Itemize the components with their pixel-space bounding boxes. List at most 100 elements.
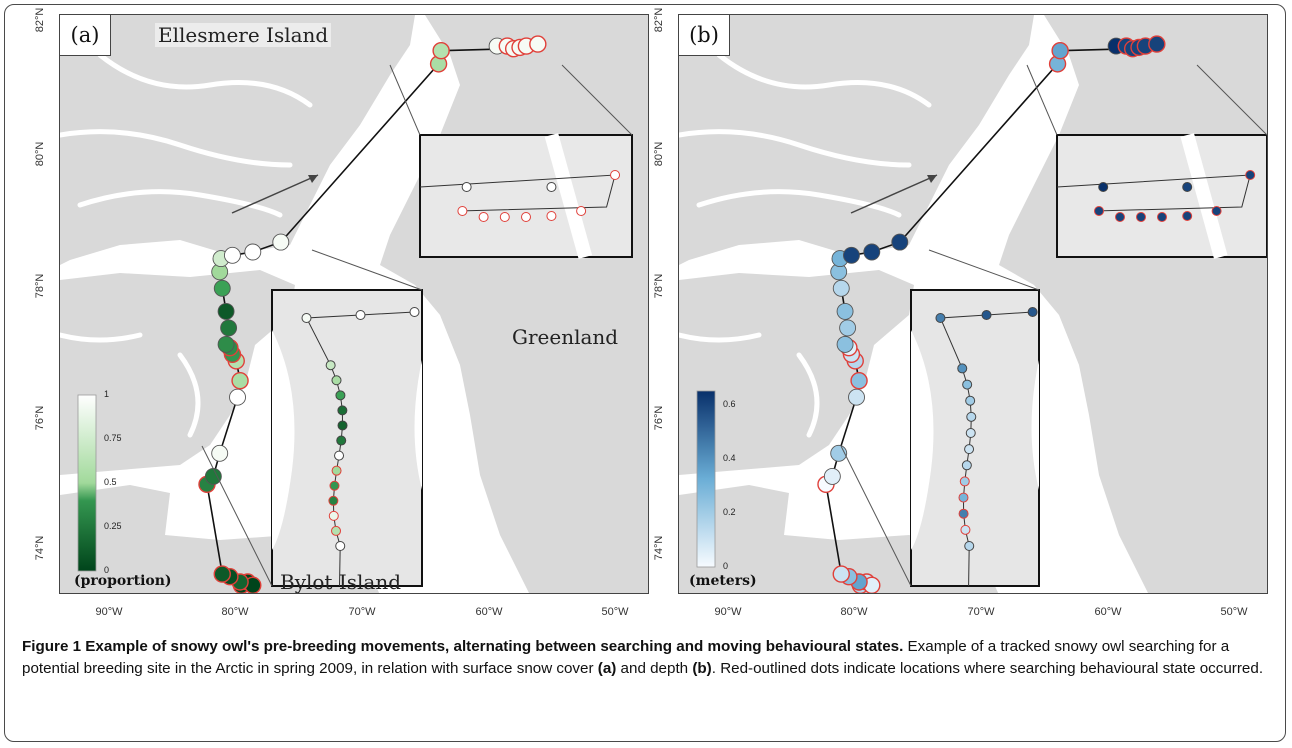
inset-water-channel <box>1180 133 1228 259</box>
searching-location-point <box>1051 42 1069 60</box>
searching-location-point <box>213 565 231 583</box>
inset-location-point <box>935 313 946 323</box>
inset-location-point <box>461 182 472 192</box>
moving-location-point <box>823 467 841 485</box>
searching-location-point <box>529 35 547 53</box>
inset-location-point <box>1211 206 1222 216</box>
inset-track-line <box>1056 174 1251 212</box>
inset-location-point <box>981 310 992 320</box>
inset-location-point <box>1182 211 1193 221</box>
ellesmere-island-landmass <box>679 15 1034 265</box>
moving-location-point <box>832 279 850 297</box>
inset-location-point <box>1182 182 1193 192</box>
inset-location-point <box>329 480 340 491</box>
legend-color-bar <box>696 390 716 568</box>
legend-tick-label: 0.75 <box>104 433 122 443</box>
latitude-tick-label: 78°N <box>34 273 46 299</box>
legend-tick-label: 0.4 <box>723 452 736 463</box>
inset-location-point <box>409 307 420 317</box>
latitude-tick-label: 80°N <box>34 141 46 167</box>
inset-location-point <box>966 411 977 422</box>
latitude-axis-left: 82°N 80°N 78°N 76°N 74°N <box>30 8 54 594</box>
latitude-tick-label: 82°N <box>653 7 665 33</box>
inset-leader-line <box>928 249 1040 291</box>
inset-water-area <box>414 360 422 490</box>
zoom-inset-north-frame <box>419 134 633 258</box>
water-channel <box>679 129 912 168</box>
inset-location-point <box>1157 212 1167 222</box>
water-channel <box>679 332 762 343</box>
latitude-tick-label: 76°N <box>653 405 665 431</box>
inset-location-point <box>331 465 342 476</box>
inset-location-point <box>1027 307 1038 317</box>
panel-label-b: (b) <box>679 15 730 56</box>
longitude-tick-label: 80°W <box>840 606 868 618</box>
longitude-tick-label: 70°W <box>967 606 995 618</box>
inset-location-point <box>964 444 975 455</box>
bylot-island-label: Bylot Island <box>280 570 401 594</box>
searching-location-point <box>1148 35 1166 53</box>
water-channel <box>716 52 932 108</box>
legend-tick-label: 0.5 <box>104 477 117 487</box>
moving-location-point <box>211 444 229 462</box>
inset-leader-line <box>1026 64 1058 136</box>
ellesmere-island-landmass <box>60 15 415 265</box>
water-channel <box>60 332 143 343</box>
latitude-tick-label: 78°N <box>653 273 665 299</box>
latitude-tick-label: 80°N <box>653 141 665 167</box>
water-channel <box>696 189 902 218</box>
inset-location-point <box>521 212 531 222</box>
caption-text-1: Example of a tracked snowy owl searching… <box>22 638 1230 677</box>
direction-arrow-line <box>231 174 319 214</box>
inset-location-point <box>337 405 348 416</box>
caption-ref-b: (b) <box>692 660 712 677</box>
caption-text-2: and depth <box>616 660 693 677</box>
inset-leader-line <box>311 249 423 291</box>
legend-tick-label: 1 <box>104 389 110 399</box>
legend-tick-label: 0.2 <box>723 506 736 517</box>
water-channel <box>796 352 820 438</box>
caption-title: Figure 1 Example of snowy owl's pre-bree… <box>22 638 904 655</box>
map-canvas-snow-cover <box>60 15 648 593</box>
searching-location-point <box>432 42 450 60</box>
longitude-tick-label: 60°W <box>1094 606 1122 618</box>
longitude-tick-label: 80°W <box>221 606 249 618</box>
water-channel <box>679 476 822 488</box>
inset-location-point <box>958 492 969 503</box>
snow-depth-legend-unit: (meters) <box>689 573 757 589</box>
inset-location-point <box>958 508 969 519</box>
inset-location-point <box>546 211 557 221</box>
inset-location-point <box>478 212 489 222</box>
moving-location-point <box>842 246 860 264</box>
inset-location-point <box>331 375 342 386</box>
map-canvas-snow-depth <box>679 15 1267 593</box>
panel-label-a: (a) <box>60 15 111 56</box>
inset-location-point <box>355 310 366 320</box>
inset-location-point <box>499 212 510 222</box>
inset-location-point <box>546 182 557 192</box>
moving-location-point <box>839 319 857 337</box>
legend-tick-label: 0 <box>723 561 729 571</box>
longitude-tick-label: 90°W <box>95 606 123 618</box>
inset-location-point <box>610 170 621 180</box>
water-channel <box>77 189 283 218</box>
map-panel-snow-depth: (b) 0.6 0.4 0.2 0 (meters) <box>678 14 1268 594</box>
moving-location-point <box>217 302 235 320</box>
longitude-tick-label: 50°W <box>1220 606 1248 618</box>
inset-location-point <box>960 524 971 535</box>
longitude-axis-left: 90°W 80°W 70°W 60°W 50°W <box>59 594 649 624</box>
inset-location-point <box>457 206 468 216</box>
inset-water-area <box>272 330 295 550</box>
inset-location-point <box>325 360 336 371</box>
longitude-tick-label: 70°W <box>348 606 376 618</box>
inset-location-point <box>328 495 339 506</box>
inset-track-line <box>939 311 1033 587</box>
direction-arrowhead <box>308 175 318 183</box>
moving-location-point <box>223 246 241 264</box>
inset-location-point <box>337 420 348 431</box>
inset-location-point <box>334 450 345 461</box>
inset-water-area <box>911 330 934 550</box>
inset-water-area <box>1031 360 1039 490</box>
inset-location-point <box>301 313 312 323</box>
water-channel <box>177 352 201 438</box>
